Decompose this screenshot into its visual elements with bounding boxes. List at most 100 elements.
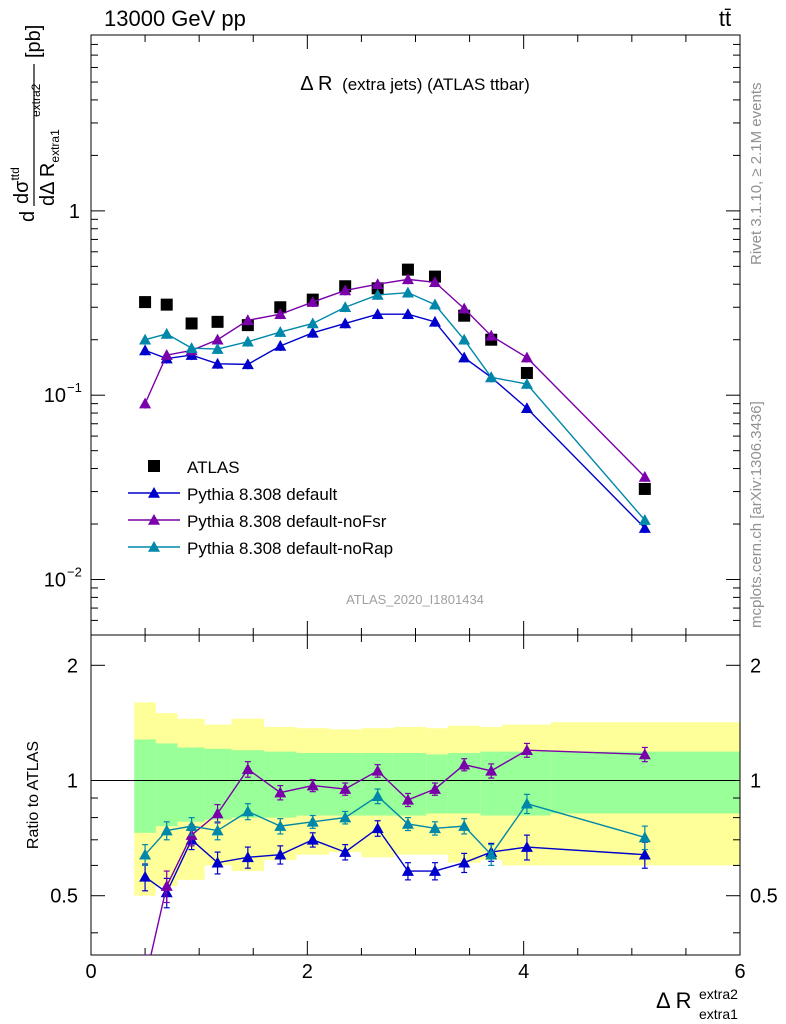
marker-ratio-noRap	[139, 848, 152, 860]
main-ylabel-unit: [pb]	[23, 25, 45, 58]
marker-ratio-noFsr	[458, 758, 471, 770]
marker-ratio-noRap	[160, 824, 173, 836]
marker-ratio-noRap	[520, 797, 533, 809]
band-inner-bin	[480, 751, 503, 816]
atlas-data-point	[638, 482, 651, 495]
svg-text:dΔ Rextra1: dΔ Rextra1	[37, 129, 62, 206]
marker-main-default	[520, 402, 533, 414]
marker-main-default	[306, 326, 319, 338]
marker-main-noFsr	[306, 296, 319, 307]
marker-ratio-noRap	[185, 820, 198, 831]
main-ylabel-sigma: dσ	[11, 180, 33, 204]
x-axis-label-sub: extra1	[699, 1006, 738, 1022]
y-tick-label-ratio-right: 0.5	[750, 886, 778, 908]
atlas-data-point	[520, 366, 533, 379]
marker-ratio-default	[139, 870, 152, 882]
marker-main-noFsr	[485, 329, 498, 341]
x-axis-label-sup: extra2	[699, 986, 738, 1002]
ratio-bands	[134, 702, 740, 896]
marker-ratio-default	[520, 841, 533, 852]
plot-title-main: Δ R	[300, 73, 332, 95]
marker-main-noFsr	[401, 273, 414, 285]
band-inner-bin	[361, 753, 394, 816]
marker-main-default	[428, 315, 441, 327]
marker-ratio-noRap	[306, 815, 319, 827]
marker-ratio-noFsr	[139, 975, 151, 986]
plot-title: Δ R (extra jets) (ATLAS ttbar)	[300, 73, 530, 95]
legend-marker-default	[148, 487, 160, 498]
marker-main-default	[211, 357, 224, 369]
analysis-watermark: ATLAS_2020_I1801434	[346, 592, 484, 607]
marker-main-noRap	[638, 514, 651, 525]
marker-main-default	[638, 522, 651, 533]
marker-main-noRap	[211, 343, 224, 354]
marker-ratio-noFsr	[638, 748, 651, 760]
marker-main-noFsr	[160, 349, 173, 360]
legend-marker-atlas	[148, 460, 160, 472]
marker-ratio-noRap	[428, 822, 441, 834]
marker-main-noFsr	[211, 333, 224, 345]
legend-marker-noFsr	[148, 514, 160, 525]
marker-ratio-noRap	[458, 820, 471, 831]
main-ylabel-d: d	[17, 211, 39, 222]
marker-ratio-default	[458, 856, 471, 868]
marker-ratio-default	[339, 846, 352, 857]
energy-label: 13000 GeV pp	[104, 6, 246, 31]
chart-marks	[139, 263, 651, 986]
marker-ratio-noFsr	[520, 744, 533, 756]
marker-ratio-noFsr	[401, 793, 414, 805]
marker-main-noRap	[371, 288, 384, 300]
process-label: tt̄	[719, 6, 731, 31]
y-tick-label-ratio: 0.5	[50, 886, 78, 908]
marker-main-default	[371, 308, 384, 320]
marker-main-default	[458, 351, 471, 363]
marker-main-noRap	[139, 333, 152, 345]
marker-main-noRap	[339, 301, 352, 313]
x-tick-label: 2	[302, 961, 313, 983]
marker-main-default	[401, 308, 414, 320]
marker-main-noRap	[401, 286, 414, 298]
svg-text:d: d	[17, 211, 39, 222]
band-inner-bin	[426, 754, 448, 814]
legend: ATLAS Pythia 8.308 default Pythia 8.308 de…	[128, 458, 393, 558]
marker-ratio-default	[211, 856, 224, 868]
marker-main-noFsr	[339, 284, 352, 296]
main-ylabel-den-sup: extra2	[29, 83, 43, 117]
legend-label-noRap: Pythia 8.308 default-noRap	[187, 539, 393, 558]
marker-main-noFsr	[274, 308, 287, 320]
marker-ratio-default	[638, 848, 651, 860]
band-inner-bin	[155, 743, 178, 827]
series-line-main-noFsr	[144, 278, 646, 478]
marker-main-noRap	[306, 317, 319, 329]
main-ylabel-den-sub: extra1	[48, 129, 62, 163]
band-inner-bin	[393, 753, 427, 816]
atlas-data-point	[185, 317, 198, 330]
marker-ratio-noRap	[485, 848, 498, 860]
marker-ratio-noFsr	[428, 783, 441, 794]
marker-ratio-noRap	[638, 831, 651, 843]
y-tick-label-main: 1	[69, 201, 80, 223]
marker-main-default	[241, 358, 254, 370]
x-tick-label: 6	[734, 961, 745, 983]
y-tick-label-ratio-right: 2	[750, 655, 761, 677]
main-ylabel-sigma-sup: ttd	[8, 167, 22, 180]
marker-ratio-default	[241, 851, 254, 863]
plot-title-rest: (extra jets) (ATLAS ttbar)	[342, 75, 530, 94]
marker-ratio-noFsr	[211, 807, 224, 819]
ratio-ylabel: Ratio to ATLAS	[25, 741, 42, 849]
y-tick-label-exp: −2	[67, 565, 82, 580]
marker-main-noFsr	[458, 302, 471, 314]
marker-ratio-default	[306, 833, 319, 845]
marker-main-noRap	[485, 371, 498, 383]
marker-main-noFsr	[371, 278, 384, 290]
y-tick-label-exp: −1	[67, 380, 82, 395]
x-tick-label: 4	[518, 961, 529, 983]
y-tick-label-ratio: 2	[67, 655, 78, 677]
marker-main-default	[274, 339, 287, 351]
marker-main-noFsr	[139, 397, 152, 409]
main-ylabel: d dσttd dΔ Rextra1 extra2 [pb]	[8, 25, 62, 222]
atlas-data-point	[139, 296, 152, 309]
svg-text:dσttd: dσttd	[8, 167, 33, 204]
